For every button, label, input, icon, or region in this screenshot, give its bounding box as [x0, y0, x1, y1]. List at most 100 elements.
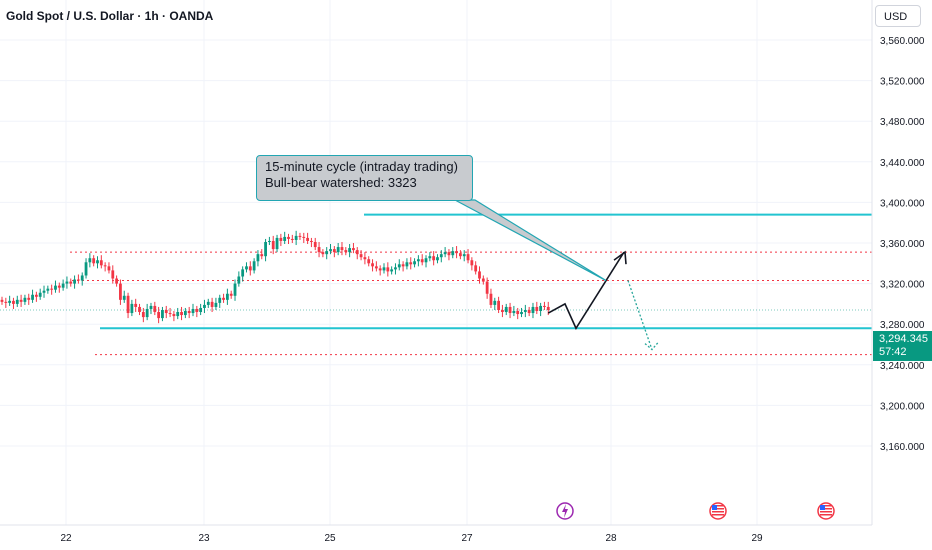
candle-body	[54, 285, 57, 290]
candle-body	[516, 311, 520, 315]
candle-body	[103, 265, 107, 267]
candle-body	[539, 305, 543, 312]
candle-body	[394, 267, 397, 270]
candle-body	[92, 258, 96, 264]
candle-body	[290, 238, 294, 240]
candle-body	[436, 257, 439, 261]
bearish-projection-path	[627, 280, 653, 350]
event-icons[interactable]	[556, 502, 835, 520]
candle-body	[229, 293, 233, 296]
x-tick-label: 23	[198, 533, 210, 544]
candle-body	[69, 281, 73, 284]
candle-body	[520, 312, 523, 315]
candle-body	[489, 293, 493, 305]
candle-body	[73, 279, 76, 284]
candle-body	[225, 293, 229, 300]
candle-body	[50, 288, 54, 290]
candle-body	[325, 251, 329, 255]
candle-body	[451, 251, 455, 256]
bullish-arrow-head	[613, 250, 627, 265]
candle-body	[195, 308, 199, 313]
candle-body	[439, 254, 443, 258]
candle-body	[241, 269, 245, 277]
candle-body	[390, 269, 394, 272]
candle-body	[119, 283, 122, 300]
candle-body	[130, 303, 134, 314]
x-tick-label: 27	[461, 533, 473, 544]
candle-body	[501, 309, 504, 313]
y-tick-label: 3,480.000	[880, 117, 925, 128]
candle-body	[38, 292, 42, 297]
candle-body	[416, 259, 420, 262]
candle-body	[157, 312, 161, 319]
currency-button[interactable]: USD	[875, 5, 921, 27]
projection-arrows	[454, 199, 659, 351]
candle-body	[23, 297, 27, 302]
candle-body	[409, 262, 413, 265]
candle-body	[527, 309, 531, 314]
candle-body	[19, 299, 23, 302]
candle-body	[543, 305, 546, 307]
y-tick-label: 3,360.000	[880, 239, 925, 250]
candle-body	[168, 313, 172, 315]
x-tick-label: 28	[605, 533, 617, 544]
candle-body	[481, 278, 485, 282]
us-flag-event-icon[interactable]	[709, 502, 727, 520]
candle-body	[161, 309, 164, 319]
candle-body	[348, 248, 352, 253]
us-flag-event-icon[interactable]	[817, 502, 835, 520]
candle-body	[203, 304, 206, 308]
candle-body	[34, 294, 38, 297]
candle-body	[122, 295, 126, 300]
candle-body	[397, 264, 401, 268]
candle-body	[462, 254, 466, 257]
candle-body	[447, 252, 451, 256]
candle-body	[96, 260, 99, 264]
candle-body	[455, 251, 458, 254]
flash-event-icon[interactable]	[556, 502, 574, 520]
candle-body	[27, 297, 31, 300]
candle-body	[65, 281, 69, 284]
level-lines	[0, 213, 872, 356]
candle-body	[523, 309, 527, 313]
y-tick-label: 3,280.000	[880, 320, 925, 331]
candle-body	[386, 267, 390, 272]
candle-body	[252, 261, 256, 271]
y-tick-label: 3,440.000	[880, 158, 925, 169]
flag-stripe	[712, 514, 724, 516]
candle-body	[459, 253, 462, 257]
candle-body	[531, 306, 535, 314]
candle-body	[401, 264, 405, 267]
candle-body	[432, 256, 436, 261]
candle-body	[141, 312, 145, 318]
last-price-value: 3,294.345	[879, 333, 928, 345]
candle-body	[268, 240, 271, 242]
candle-body	[180, 312, 183, 316]
candle-body	[287, 236, 290, 239]
flag-stripe	[820, 514, 832, 516]
chart-grid	[0, 0, 872, 525]
bar-countdown: 57:42	[879, 346, 907, 358]
candle-body	[271, 240, 275, 250]
candle-body	[313, 241, 317, 248]
candle-body	[107, 266, 111, 271]
candle-body	[298, 235, 302, 237]
bearish-arrow-head	[644, 342, 659, 351]
candle-body	[535, 306, 539, 312]
candle-body	[374, 266, 378, 269]
annotation-callout[interactable]: 15-minute cycle (intraday trading) Bull-…	[256, 155, 473, 201]
candle-body	[210, 301, 214, 307]
candle-body	[344, 250, 348, 253]
candle-body	[88, 258, 92, 263]
candle-body	[367, 259, 371, 264]
candle-body	[187, 311, 191, 314]
candle-body	[12, 300, 15, 304]
candle-body	[256, 254, 260, 262]
candle-body	[115, 278, 118, 284]
candle-body	[302, 236, 306, 238]
candle-body	[470, 260, 474, 266]
flag-stripe	[820, 505, 832, 507]
y-tick-label: 3,240.000	[880, 361, 925, 372]
candle-body	[176, 312, 180, 317]
